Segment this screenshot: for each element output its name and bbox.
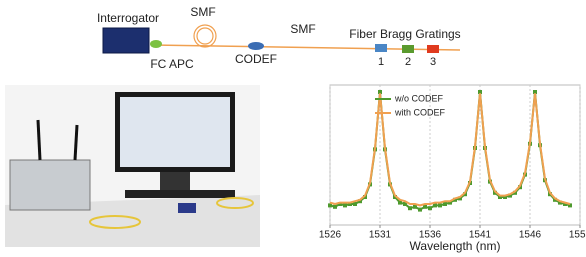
legend-label: with CODEF: [394, 107, 446, 117]
screen: [120, 97, 230, 167]
interrogator-box: [103, 28, 149, 53]
label: Fiber Bragg Gratings: [349, 27, 460, 41]
grating: [427, 45, 439, 53]
marker: [418, 208, 422, 212]
legend-label: w/o CODEF: [394, 93, 444, 103]
codef-device: [178, 203, 196, 213]
marker: [438, 203, 442, 207]
keyboard: [125, 190, 235, 198]
label: SMF: [290, 22, 315, 36]
label: 2: [405, 56, 411, 68]
label: 3: [430, 56, 436, 68]
monitor-stand: [160, 172, 190, 190]
label: FC APC: [150, 57, 194, 71]
antenna: [75, 125, 77, 160]
fiber-coil: [197, 28, 213, 44]
label: Interrogator: [97, 11, 159, 25]
series-line: [330, 93, 570, 205]
marker: [408, 206, 412, 210]
label: CODEF: [235, 52, 277, 66]
x-tick-label: 1531: [369, 230, 392, 241]
marker: [333, 205, 337, 209]
x-tick-label: 1541: [469, 230, 492, 241]
interrogator-device: [10, 160, 90, 210]
setup-diagram: Interrogator FC APC SMF CODEF SMF Fiber …: [97, 5, 461, 71]
marker: [343, 203, 347, 207]
marker: [428, 206, 432, 210]
grating: [402, 45, 414, 53]
x-axis-title: Wavelength (nm): [410, 239, 501, 253]
spectrum-chart: Wavelength (nm) 1526 1531 1536 1541 1546 1551…: [319, 85, 586, 253]
x-tick-label: 1526: [319, 230, 342, 241]
x-tick-label: 1551: [569, 230, 586, 241]
grating: [375, 44, 387, 52]
codef: [248, 42, 264, 50]
label: 1: [378, 56, 384, 68]
label: SMF: [190, 5, 215, 19]
antenna: [38, 120, 40, 160]
x-tick-label: 1546: [519, 230, 542, 241]
x-tick-label: 1536: [419, 230, 442, 241]
figure: Interrogator FC APC SMF CODEF SMF Fiber …: [0, 0, 586, 257]
lab-photo: [5, 85, 260, 247]
connector: [150, 40, 162, 48]
